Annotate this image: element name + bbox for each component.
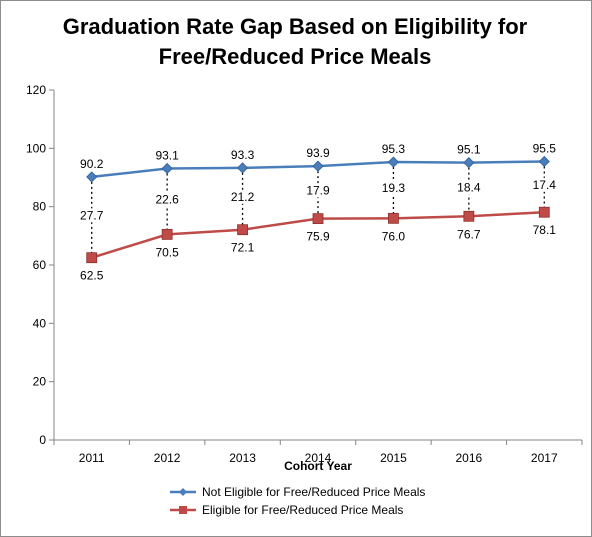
- data-point-square: [388, 212, 399, 224]
- data-label: 95.5: [533, 141, 557, 155]
- legend: Not Eligible for Free/Reduced Price Meal…: [170, 485, 425, 517]
- x-tick-label: 2017: [531, 451, 558, 465]
- x-tick-label: 2016: [456, 451, 483, 465]
- legend-marker-square: [179, 506, 187, 514]
- data-label: 95.3: [382, 142, 406, 156]
- data-point-square: [463, 210, 475, 222]
- legend-marker-diamond: [179, 488, 187, 496]
- chart-title: Graduation Rate Gap Based on Eligibility…: [0, 12, 590, 72]
- data-point-diamond: [463, 157, 475, 169]
- x-tick-label: 2013: [229, 451, 256, 465]
- series-lines: [86, 155, 550, 264]
- data-label: 78.1: [533, 223, 557, 237]
- x-tick-label: 2014: [305, 451, 332, 465]
- data-label: 93.9: [306, 146, 330, 160]
- data-point-square: [161, 228, 173, 240]
- x-axis-title: Cohort Year: [284, 459, 352, 473]
- data-point-diamond: [538, 155, 550, 168]
- legend-label: Not Eligible for Free/Reduced Price Meal…: [202, 485, 425, 499]
- gap-label-bg: [530, 177, 559, 192]
- x-tick-label: 2015: [380, 451, 407, 465]
- data-point-diamond: [387, 156, 399, 168]
- data-point-diamond: [237, 162, 249, 174]
- data-point-square: [312, 213, 324, 225]
- gap-label: 22.6: [155, 192, 179, 206]
- x-tick-label: 2012: [154, 451, 181, 465]
- data-point-square: [538, 206, 550, 218]
- data-labels: 27.7 22.6 21.2 17.9 19.3 18.4 17.4 90.2 93.1 93.3…: [80, 141, 556, 282]
- legend-label: Eligible for Free/Reduced Price Meals: [202, 503, 403, 517]
- gap-label-bg: [454, 180, 483, 195]
- data-label: 62.5: [80, 269, 104, 283]
- y-tick-label: 60: [33, 258, 47, 272]
- data-label: 76.7: [457, 227, 481, 241]
- data-point-diamond: [312, 160, 324, 172]
- data-point-square: [86, 252, 98, 264]
- data-point-diamond: [161, 162, 173, 175]
- y-tick-label: 40: [33, 316, 47, 330]
- y-tick-label: 120: [26, 83, 46, 97]
- gap-label: 18.4: [457, 180, 481, 194]
- data-label: 70.5: [155, 245, 179, 259]
- gap-label: 19.3: [382, 181, 406, 195]
- data-point-square: [237, 224, 248, 236]
- gap-label-bg: [228, 189, 257, 204]
- y-tick-label: 20: [33, 375, 47, 389]
- y-tick-label: 0: [39, 433, 46, 447]
- data-label: 75.9: [306, 230, 330, 244]
- data-label: 76.0: [382, 229, 406, 243]
- chart-title-line-2: Free/Reduced Price Meals: [158, 44, 432, 69]
- gap-label-bg: [77, 208, 106, 223]
- data-label: 93.3: [231, 148, 255, 162]
- data-label: 95.1: [457, 143, 481, 157]
- gap-label: 17.9: [306, 183, 330, 197]
- chart-title-line-1: Graduation Rate Gap Based on Eligibility…: [62, 14, 528, 39]
- gap-label: 17.4: [533, 178, 557, 192]
- gap-lines: [77, 161, 559, 258]
- y-tick-label: 80: [33, 200, 47, 214]
- data-label: 93.1: [155, 148, 179, 162]
- chart-axes: 0 20 40 60 80 100 120 2011 2012 2013 2014 2015 2016 2…: [26, 83, 583, 465]
- x-tick-label: 2011: [79, 451, 105, 465]
- data-label: 72.1: [231, 241, 255, 255]
- data-point-diamond: [86, 171, 98, 183]
- gap-label: 27.7: [80, 208, 104, 222]
- gap-label-bg: [304, 183, 332, 198]
- gap-label-bg: [153, 192, 182, 207]
- data-label: 90.2: [80, 157, 104, 171]
- y-tick-label: 100: [26, 141, 46, 155]
- gap-label-bg: [379, 181, 408, 196]
- gap-label: 21.2: [231, 190, 255, 204]
